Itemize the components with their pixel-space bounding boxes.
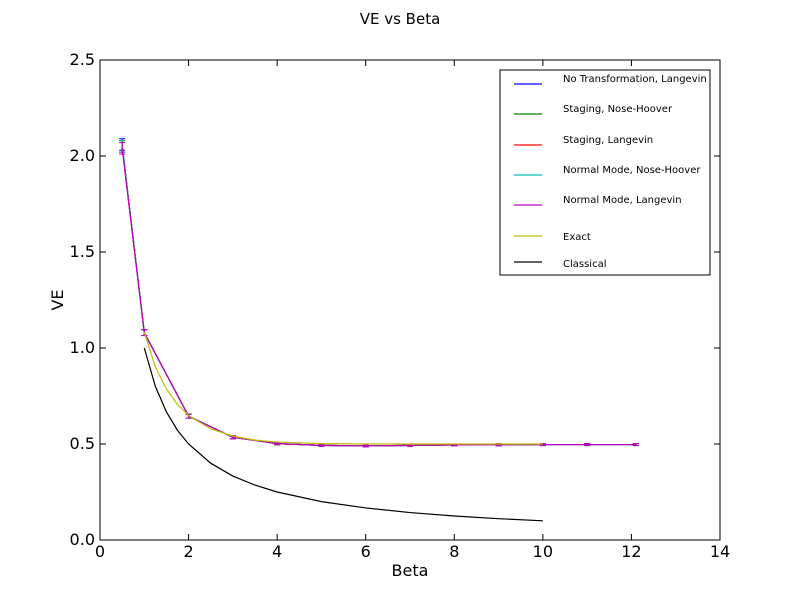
y-tick-label: 1.5: [70, 242, 95, 261]
legend-entry: Exact: [563, 232, 591, 243]
ticks-layer: 0 2 4 6 8 10 12 14 0.0 0.5 1.0 1.5 2.0 2.5: [70, 50, 731, 561]
y-tick-label: 1.0: [70, 338, 95, 357]
x-axis-label: Beta: [392, 561, 429, 580]
series-exact: [143, 332, 543, 445]
legend-entry: Staging, Nose-Hoover: [563, 104, 673, 115]
x-tick-label: 10: [533, 542, 553, 561]
x-tick-label: 8: [449, 542, 459, 561]
y-tick-label: 2.5: [70, 50, 95, 69]
x-tick-label: 0: [95, 542, 105, 561]
x-tick-label: 6: [361, 542, 371, 561]
x-tick-label: 4: [272, 542, 282, 561]
legend-entry: Normal Mode, Nose-Hoover: [563, 165, 701, 176]
y-tick-label: 2.0: [70, 146, 95, 165]
y-tick-label: 0.0: [70, 530, 95, 549]
legend-entry: Normal Mode, Langevin: [563, 195, 682, 206]
x-tick-label: 14: [710, 542, 730, 561]
series-layer: [119, 138, 639, 522]
y-tick-label: 0.5: [70, 434, 95, 453]
x-tick-label: 12: [621, 542, 641, 561]
legend-entry: Classical: [563, 259, 607, 270]
legend-entry: Staging, Langevin: [563, 135, 653, 146]
legend-entry: No Transformation, Langevin: [563, 74, 707, 85]
series-line: [143, 332, 543, 445]
x-tick-label: 2: [183, 542, 193, 561]
series-classical: [143, 347, 543, 522]
y-axis-label: VE: [48, 289, 67, 310]
legend-box: [499, 69, 711, 276]
series-line: [143, 347, 543, 522]
chart-title: VE vs Beta: [360, 10, 441, 28]
legend: No Transformation, Langevin Staging, Nose…: [499, 69, 711, 276]
